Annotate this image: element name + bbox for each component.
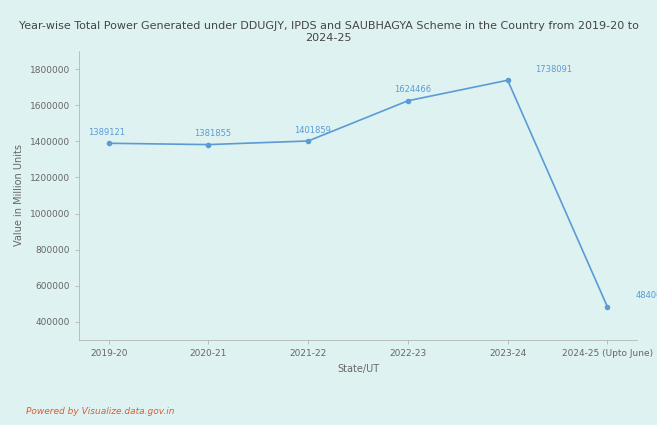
- Text: Year-wise Total Power Generated under DDUGJY, IPDS and SAUBHAGYA Scheme in the C: Year-wise Total Power Generated under DD…: [18, 21, 639, 43]
- Text: 1401859: 1401859: [294, 126, 331, 135]
- Text: 1624466: 1624466: [394, 85, 431, 94]
- Text: 1389121: 1389121: [88, 128, 125, 137]
- Text: 1738091: 1738091: [535, 65, 572, 74]
- Text: Powered by Visualize.data.gov.in: Powered by Visualize.data.gov.in: [26, 408, 175, 416]
- Text: 1381855: 1381855: [194, 129, 232, 138]
- Text: 484001: 484001: [635, 292, 657, 300]
- Y-axis label: Value in Million Units: Value in Million Units: [14, 144, 24, 246]
- X-axis label: State/UT: State/UT: [337, 363, 379, 374]
